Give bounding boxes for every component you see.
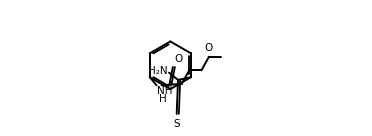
Text: H₂N: H₂N bbox=[148, 66, 168, 76]
Text: O: O bbox=[174, 54, 183, 64]
Text: O: O bbox=[204, 43, 213, 53]
Text: H: H bbox=[159, 94, 167, 104]
Text: S: S bbox=[173, 119, 180, 129]
Text: NH: NH bbox=[157, 86, 173, 96]
